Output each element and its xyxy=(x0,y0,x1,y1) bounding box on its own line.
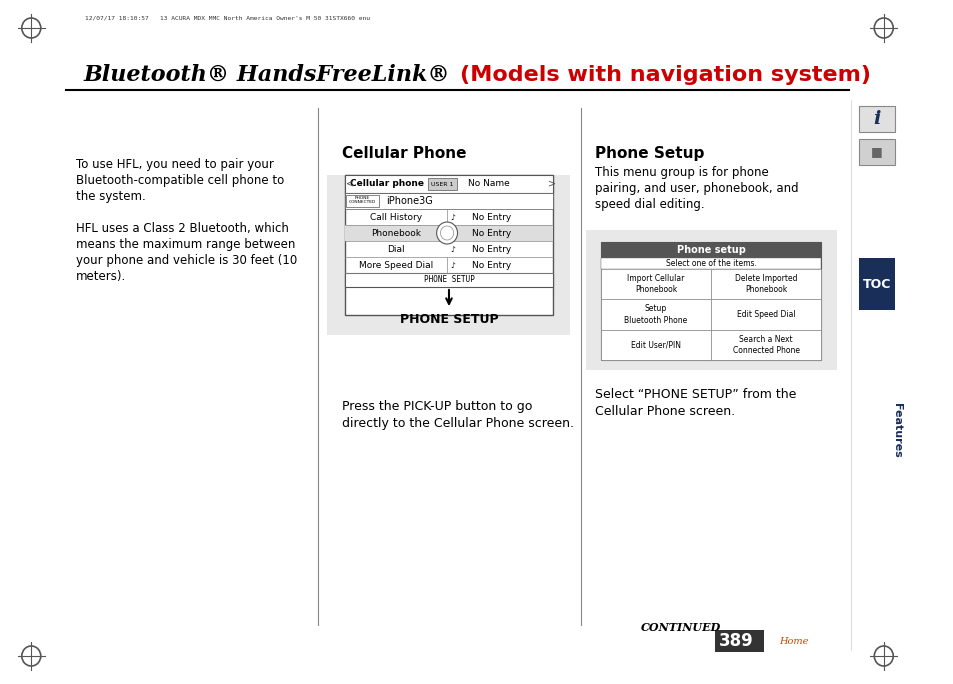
Text: Home: Home xyxy=(779,637,808,646)
FancyBboxPatch shape xyxy=(600,330,710,360)
Text: ■: ■ xyxy=(870,146,882,159)
Text: iPhone3G: iPhone3G xyxy=(386,196,433,206)
Text: 12/07/17 18:10:57   13 ACURA MDX MMC North America Owner's M 50 31STX660 enu: 12/07/17 18:10:57 13 ACURA MDX MMC North… xyxy=(86,15,370,20)
Text: Press the PICK-UP button to go: Press the PICK-UP button to go xyxy=(341,400,532,413)
Text: Bluetooth-compatible cell phone to: Bluetooth-compatible cell phone to xyxy=(76,174,284,187)
FancyBboxPatch shape xyxy=(859,258,894,310)
FancyBboxPatch shape xyxy=(344,175,553,315)
Text: the system.: the system. xyxy=(76,190,146,203)
Text: Delete Imported
Phonebook: Delete Imported Phonebook xyxy=(734,274,797,294)
Text: USER 1: USER 1 xyxy=(431,181,453,187)
Text: Cellular Phone: Cellular Phone xyxy=(341,146,466,161)
Text: Bluetooth® HandsFreeLink®: Bluetooth® HandsFreeLink® xyxy=(83,64,457,86)
Text: >: > xyxy=(547,179,556,189)
FancyBboxPatch shape xyxy=(710,300,821,330)
FancyBboxPatch shape xyxy=(428,178,456,190)
FancyBboxPatch shape xyxy=(600,242,821,360)
FancyBboxPatch shape xyxy=(344,175,553,193)
Text: ♪: ♪ xyxy=(450,228,455,237)
Text: your phone and vehicle is 30 feet (10: your phone and vehicle is 30 feet (10 xyxy=(76,254,296,267)
Text: PHONE: PHONE xyxy=(355,196,370,200)
Text: CONNECTED: CONNECTED xyxy=(349,200,375,204)
Text: Call History: Call History xyxy=(370,213,421,222)
Text: HFL uses a Class 2 Bluetooth, which: HFL uses a Class 2 Bluetooth, which xyxy=(76,222,289,235)
Text: No Entry: No Entry xyxy=(472,244,511,254)
Text: TOC: TOC xyxy=(862,278,890,291)
FancyBboxPatch shape xyxy=(344,273,553,287)
Text: No Entry: No Entry xyxy=(472,213,511,222)
Text: Select “PHONE SETUP” from the: Select “PHONE SETUP” from the xyxy=(595,388,796,401)
FancyBboxPatch shape xyxy=(600,242,821,258)
Text: No Entry: No Entry xyxy=(472,261,511,269)
Text: speed dial editing.: speed dial editing. xyxy=(595,198,704,211)
FancyBboxPatch shape xyxy=(344,193,553,209)
FancyBboxPatch shape xyxy=(344,225,553,241)
Text: PHONE SETUP: PHONE SETUP xyxy=(423,276,474,285)
FancyBboxPatch shape xyxy=(710,330,821,360)
Text: pairing, and user, phonebook, and: pairing, and user, phonebook, and xyxy=(595,182,798,195)
FancyBboxPatch shape xyxy=(600,269,710,300)
Text: Cellular Phone screen.: Cellular Phone screen. xyxy=(595,405,735,418)
Text: More Speed Dial: More Speed Dial xyxy=(358,261,433,269)
Circle shape xyxy=(436,222,457,244)
Text: means the maximum range between: means the maximum range between xyxy=(76,238,295,251)
Text: CONTINUED: CONTINUED xyxy=(640,622,720,633)
Text: To use HFL, you need to pair your: To use HFL, you need to pair your xyxy=(76,158,274,171)
Text: Edit User/PIN: Edit User/PIN xyxy=(630,341,680,350)
Text: Cellular phone: Cellular phone xyxy=(350,179,424,189)
FancyBboxPatch shape xyxy=(585,230,837,370)
Text: Phonebook: Phonebook xyxy=(371,228,420,237)
FancyBboxPatch shape xyxy=(714,630,763,652)
Text: i: i xyxy=(873,110,880,128)
Text: ♪: ♪ xyxy=(450,244,455,254)
Text: ♪: ♪ xyxy=(450,261,455,269)
FancyBboxPatch shape xyxy=(859,139,894,165)
Text: <: < xyxy=(346,179,355,189)
Text: This menu group is for phone: This menu group is for phone xyxy=(595,166,768,179)
Text: PHONE SETUP: PHONE SETUP xyxy=(399,313,497,326)
Text: (Models with navigation system): (Models with navigation system) xyxy=(460,65,870,85)
Text: ♪: ♪ xyxy=(450,213,455,222)
Text: No Entry: No Entry xyxy=(472,228,511,237)
Text: No Name: No Name xyxy=(468,179,509,189)
Text: Import Cellular
Phonebook: Import Cellular Phonebook xyxy=(626,274,684,294)
FancyBboxPatch shape xyxy=(346,195,378,207)
Text: directly to the Cellular Phone screen.: directly to the Cellular Phone screen. xyxy=(341,417,573,430)
Text: meters).: meters). xyxy=(76,270,126,283)
FancyBboxPatch shape xyxy=(327,175,569,335)
FancyBboxPatch shape xyxy=(600,258,821,269)
Text: Phone Setup: Phone Setup xyxy=(595,146,704,161)
Text: Search a Next
Connected Phone: Search a Next Connected Phone xyxy=(732,334,799,355)
Text: Dial: Dial xyxy=(387,244,404,254)
Text: Select one of the items.: Select one of the items. xyxy=(665,259,756,268)
Text: Features: Features xyxy=(891,403,902,458)
FancyBboxPatch shape xyxy=(600,300,710,330)
Text: Phone setup: Phone setup xyxy=(676,245,744,255)
Text: Edit Speed Dial: Edit Speed Dial xyxy=(736,310,795,319)
Text: 389: 389 xyxy=(718,632,753,650)
FancyBboxPatch shape xyxy=(710,269,821,300)
FancyBboxPatch shape xyxy=(859,106,894,132)
Text: Setup
Bluetooth Phone: Setup Bluetooth Phone xyxy=(623,304,687,324)
